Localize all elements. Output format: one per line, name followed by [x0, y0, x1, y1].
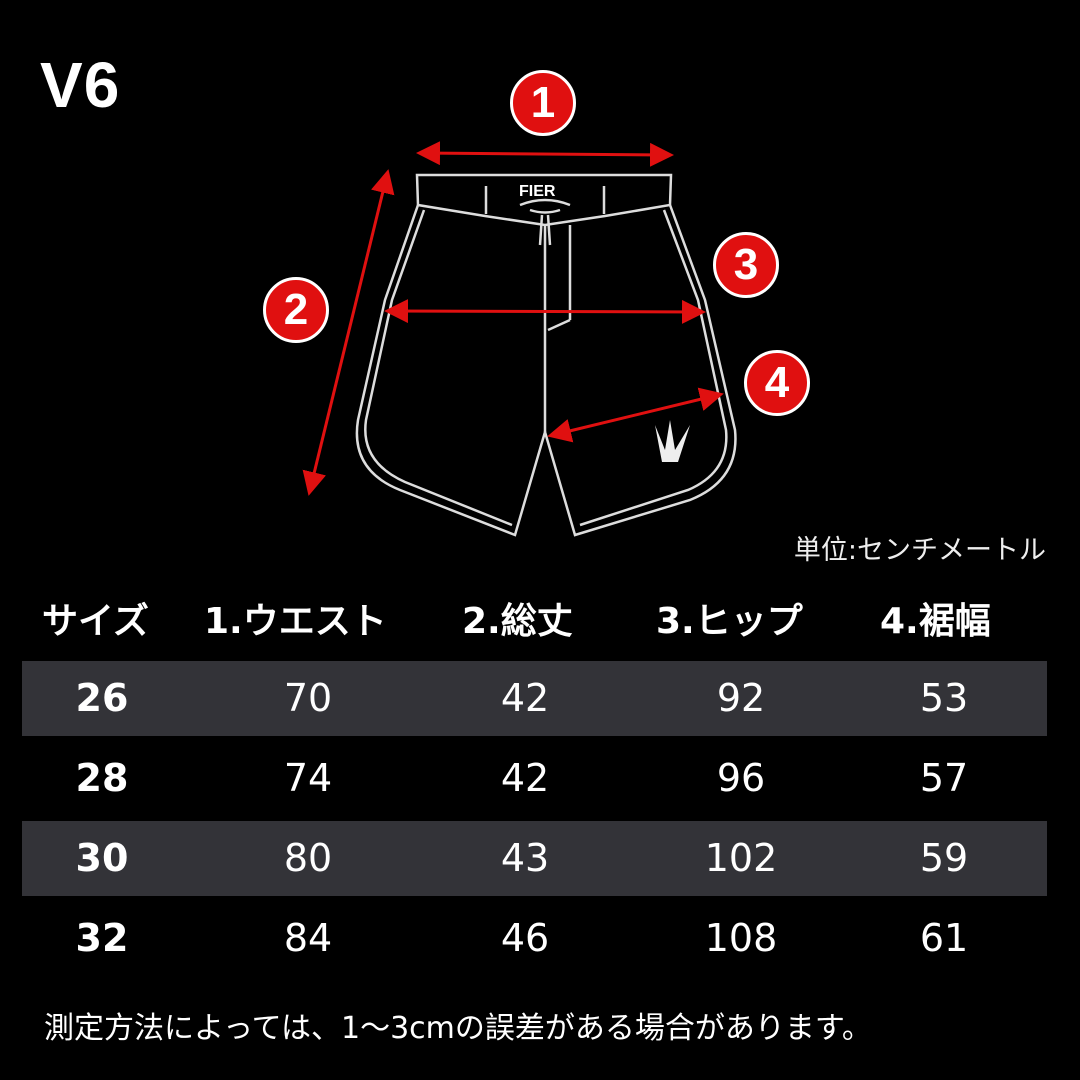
size-cell: 26 [75, 676, 129, 720]
value-cell: 70 [283, 676, 333, 720]
marker-3-badge: 3 [713, 232, 779, 298]
model-title: V6 [40, 49, 121, 121]
table-row: 32 84 46 108 61 [0, 898, 1080, 978]
trident-logo-icon [655, 420, 690, 462]
header-size: サイズ [42, 601, 149, 642]
value-cell: 108 [704, 916, 778, 960]
value-cell: 53 [919, 676, 969, 720]
value-cell: 96 [716, 756, 766, 800]
value-cell: 42 [500, 676, 550, 720]
table-row: 26 70 42 92 53 [0, 658, 1080, 738]
header-length: 2.総丈 [462, 601, 573, 642]
hip-arrow [384, 299, 706, 324]
size-cell: 30 [75, 836, 129, 880]
marker-4-badge: 4 [744, 350, 810, 416]
value-cell: 61 [919, 916, 969, 960]
value-cell: 46 [500, 916, 550, 960]
value-cell: 43 [500, 836, 550, 880]
header-hem: 4.裾幅 [880, 601, 991, 642]
shorts-diagram: FIER [302, 141, 737, 537]
value-cell: 74 [283, 756, 333, 800]
waist-arrow [416, 141, 674, 167]
hem-arrow [547, 387, 724, 443]
brand-logo-text: FIER [519, 183, 556, 200]
value-cell: 92 [716, 676, 766, 720]
size-cell: 28 [75, 756, 129, 800]
measurement-note: 測定方法によっては、1〜3cmの誤差がある場合があります。 [44, 1011, 872, 1046]
value-cell: 80 [283, 836, 333, 880]
table-row: 30 80 43 102 59 [0, 818, 1080, 898]
table-row: 28 74 42 96 57 [0, 738, 1080, 818]
shorts-outline [355, 173, 737, 537]
header-waist: 1.ウエスト [204, 601, 387, 642]
unit-label: 単位:センチメートル [793, 535, 1046, 566]
row-band [22, 661, 1047, 736]
value-cell: 84 [283, 916, 333, 960]
value-cell: 42 [500, 756, 550, 800]
size-cell: 32 [75, 916, 129, 960]
value-cell: 102 [704, 836, 778, 880]
marker-1-badge: 1 [510, 70, 576, 136]
row-band [22, 821, 1047, 896]
length-arrow [302, 169, 395, 496]
value-cell: 59 [919, 836, 969, 880]
value-cell: 57 [919, 756, 969, 800]
header-hip: 3.ヒップ [656, 601, 803, 642]
marker-2-badge: 2 [263, 277, 329, 343]
